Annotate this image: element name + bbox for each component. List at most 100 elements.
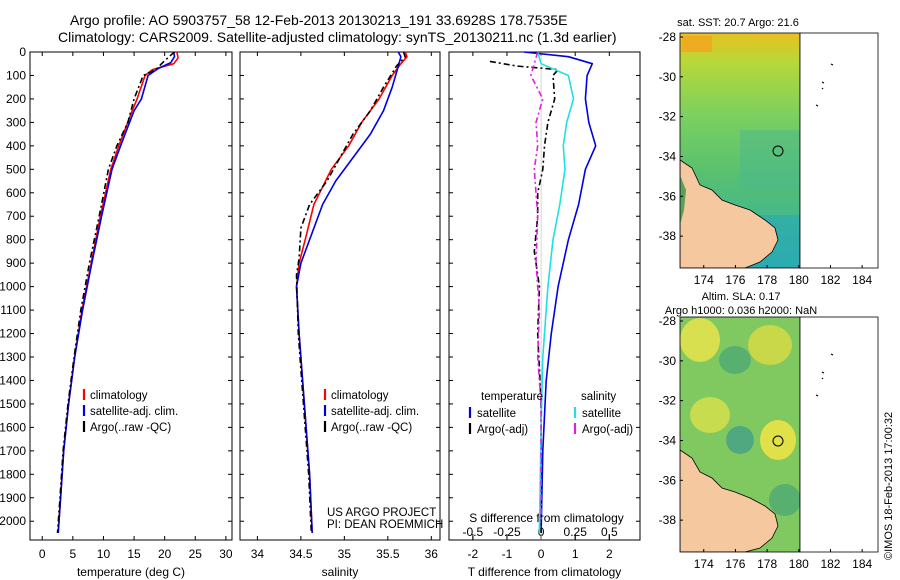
y-tick-label: 600 — [6, 186, 26, 200]
map-y-tick-label: -30 — [659, 354, 677, 368]
y-tick-label: 700 — [6, 209, 26, 223]
figure-title-line2: Climatology: CARS2009. Satellite-adjuste… — [58, 29, 616, 45]
sla-high-patch — [680, 318, 720, 362]
legend-label: Argo(-adj) — [477, 424, 528, 436]
y-tick-label: 1400 — [0, 373, 26, 387]
y-tick-label: 300 — [6, 115, 26, 129]
axes-frame — [239, 51, 441, 541]
series-line-salinity-satellite — [536, 51, 575, 534]
y-tick-label: 1300 — [0, 350, 26, 364]
series-line-temperature-satellite — [523, 51, 597, 534]
legend-label: climatology — [331, 390, 389, 402]
legend-label: Argo(-adj) — [582, 424, 633, 436]
y-tick-label: 1800 — [0, 467, 26, 481]
map-x-tick-label: 180 — [789, 557, 809, 571]
argo-float-marker — [772, 145, 784, 157]
figure-title-line1: Argo profile: AO 5903757_58 12-Feb-2013 … — [70, 12, 567, 28]
land-new-zealand — [680, 449, 779, 552]
x-tick-label: 0 — [39, 547, 46, 561]
sla-high-patch — [748, 325, 792, 365]
y-tick-label: 0 — [19, 45, 26, 59]
sla-low-patch — [726, 426, 754, 454]
kermadec-islands — [815, 353, 834, 397]
sst-warm-patch — [682, 36, 712, 52]
map-x-tick-label: 178 — [757, 273, 777, 287]
x-tick-label: 15 — [127, 547, 141, 561]
legend-label: Argo(..raw -QC) — [90, 422, 171, 434]
map-x-tick-label: 176 — [725, 557, 745, 571]
map-x-tick-label: 176 — [725, 273, 745, 287]
x-tick-label: 1 — [572, 547, 579, 561]
x-tick-label: 34 — [251, 547, 265, 561]
series-line-argo-raw-qc- — [295, 51, 406, 534]
series-line-argo-raw-qc- — [56, 51, 176, 534]
x-tick-label: 36 — [425, 547, 439, 561]
y-tick-label: 1900 — [0, 491, 26, 505]
map-x-tick-label: 182 — [820, 557, 840, 571]
series-line-temperature-argo-adj- — [489, 60, 559, 533]
x-tick-label: 34.5 — [289, 547, 313, 561]
y-tick-label: 2000 — [0, 514, 26, 528]
x-tick-label: 20 — [158, 547, 172, 561]
sst-map-blank-area — [799, 32, 879, 269]
map-x-tick-label: 184 — [852, 557, 872, 571]
sst-cool-patch — [740, 130, 800, 190]
x-tick-label: 5 — [70, 547, 77, 561]
sst-map-title: sat. SST: 20.7 Argo: 21.6 — [677, 17, 799, 29]
y-tick-label: 800 — [6, 233, 26, 247]
x-axis-label: salinity — [322, 565, 359, 579]
legend-label: Argo(..raw -QC) — [331, 422, 412, 434]
series-line-climatology — [57, 51, 179, 534]
legend-label: satellite — [582, 408, 621, 420]
y-tick-label: 100 — [6, 68, 26, 82]
x-tick-label: 10 — [97, 547, 111, 561]
x-tick-label: 0 — [538, 547, 545, 561]
series-line-climatology — [295, 51, 408, 534]
y-tick-label: 1200 — [0, 327, 26, 341]
land-new-zealand — [680, 159, 779, 268]
axes-frame — [29, 51, 233, 541]
sst-warm-patch — [712, 36, 752, 46]
panel-temperature: 0 5 10 15 20 25 30 temperature (deg C) 0 100 200 30… — [0, 45, 233, 579]
legend-header: temperature — [481, 391, 543, 403]
map-y-tick-label: -38 — [659, 513, 677, 527]
x-axis-label: temperature (deg C) — [77, 565, 185, 579]
map-x-tick-label: 182 — [820, 273, 840, 287]
sla-map: Altim. SLA: 0.17 Argo h1000: 0.036 h2000… — [659, 291, 879, 571]
map-y-tick-label: -32 — [659, 110, 677, 124]
sla-map-blank-area — [799, 316, 879, 553]
legend-label: climatology — [90, 390, 148, 402]
map-x-tick-label: 180 — [789, 273, 809, 287]
map-x-tick-label: 178 — [757, 557, 777, 571]
series-line-satellite-adj-clim- — [295, 51, 402, 534]
series-line-salinity-argo-adj- — [530, 51, 544, 522]
sla-high-patch — [760, 420, 796, 460]
y-tick-label: 200 — [6, 92, 26, 106]
s-tick-label: 0.25 — [564, 525, 588, 539]
x-tick-label: 25 — [189, 547, 203, 561]
y-tick-label: 1500 — [0, 397, 26, 411]
annotation-text: US ARGO PROJECT — [327, 507, 436, 519]
land-patch — [680, 175, 686, 225]
y-tick-label: 1700 — [0, 444, 26, 458]
map-y-tick-label: -32 — [659, 394, 677, 408]
y-tick-label: 900 — [6, 256, 26, 270]
legend-label: satellite-adj. clim. — [331, 406, 419, 418]
x-axis-label: T difference from climatology — [468, 565, 622, 579]
axes-frame — [448, 51, 641, 541]
sla-map-title-line2: Argo h1000: 0.036 h2000: NaN — [665, 305, 817, 317]
map-y-tick-label: -36 — [659, 189, 677, 203]
s-tick-label: -0.5 — [463, 525, 484, 539]
imos-watermark: ©IMOS 18-Feb-2013 17:00:32 — [883, 412, 895, 560]
x-tick-label: 2 — [606, 547, 613, 561]
y-tick-label: 1100 — [0, 303, 26, 317]
map-y-tick-label: -36 — [659, 473, 677, 487]
argo-float-marker — [772, 435, 784, 447]
map-y-tick-label: -30 — [659, 70, 677, 84]
sst-map: sat. SST: 20.7 Argo: 21.6 174 176 178 180 18… — [659, 17, 879, 287]
map-y-tick-label: -34 — [659, 149, 677, 163]
legend-label: satellite-adj. clim. — [90, 406, 178, 418]
map-y-tick-label: -34 — [659, 433, 677, 447]
